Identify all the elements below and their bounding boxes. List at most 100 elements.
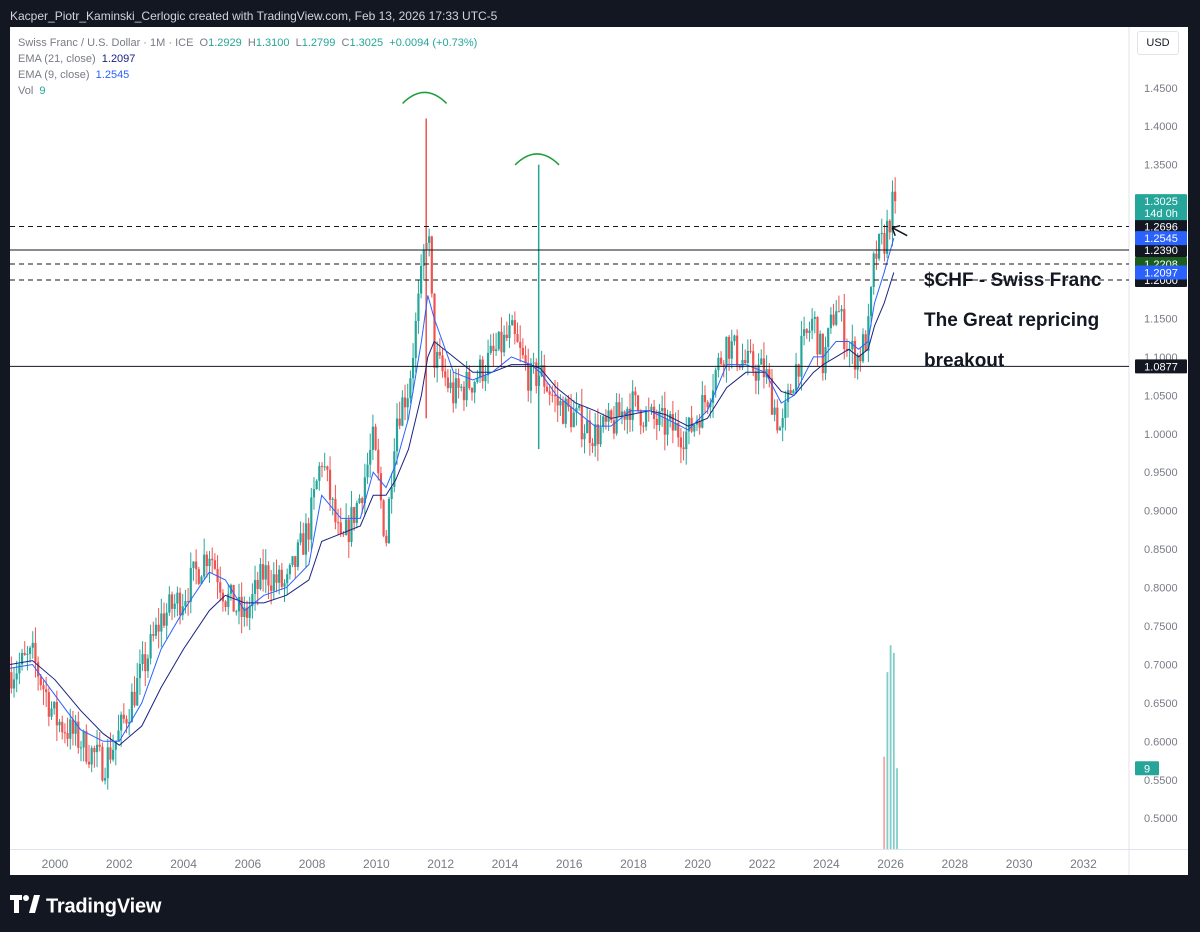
- candle-body: [762, 358, 766, 378]
- candle-body: [23, 652, 26, 655]
- candle-body: [519, 341, 522, 348]
- candle-body: [34, 642, 37, 663]
- candle-body: [449, 382, 452, 389]
- candle-body: [63, 732, 67, 734]
- candle-body: [398, 418, 401, 426]
- change-value: +0.0094 (+0.73%): [389, 37, 478, 49]
- candle-body: [95, 744, 99, 753]
- candle-body: [178, 592, 182, 616]
- vol-row[interactable]: Vol 9: [18, 83, 477, 99]
- candle-body: [339, 522, 342, 534]
- candle-body: [773, 407, 776, 415]
- candle-body: [674, 422, 677, 431]
- candle-body: [470, 388, 474, 393]
- ema21-row[interactable]: EMA (21, close) 1.2097: [18, 51, 477, 67]
- candle-body: [869, 287, 873, 317]
- candle-body: [615, 402, 618, 434]
- candle-body: [411, 358, 415, 379]
- candle-body: [436, 351, 439, 368]
- candle-body: [580, 405, 583, 440]
- top-arc-marker: [402, 91, 448, 104]
- candle-body: [160, 613, 163, 632]
- candle-body: [489, 345, 492, 353]
- candle-body: [618, 402, 621, 417]
- candle-body: [219, 582, 222, 593]
- candle-body: [859, 354, 862, 362]
- candle-body: [832, 314, 835, 325]
- candle-body: [460, 386, 463, 388]
- ema9-row[interactable]: EMA (9, close) 1.2545: [18, 67, 477, 83]
- candle-body: [79, 747, 83, 749]
- candle-body: [251, 594, 254, 607]
- candle-body: [417, 293, 420, 321]
- candle-body: [50, 708, 53, 717]
- bottom-brand-bar: TradingView: [0, 875, 1200, 932]
- top-caption-bar: Kacper_Piotr_Kaminski_Cerlogic created w…: [0, 0, 1200, 30]
- candle-body: [382, 500, 385, 536]
- candle-body: [612, 420, 616, 434]
- candle-body: [363, 477, 366, 504]
- candle-body: [811, 318, 814, 331]
- currency-button[interactable]: USD: [1137, 31, 1179, 55]
- tradingview-logo[interactable]: TradingView: [10, 895, 161, 919]
- candle-body: [687, 417, 691, 432]
- candle-body: [272, 574, 275, 591]
- candle-body: [433, 293, 436, 368]
- candle-body: [535, 362, 538, 386]
- candle-body: [165, 612, 168, 626]
- high-label: H: [247, 37, 256, 49]
- candle-body: [401, 397, 404, 426]
- y-tick-label: 0.6000: [1144, 736, 1178, 748]
- candle-body: [454, 378, 458, 404]
- x-tick-label: 2024: [813, 857, 840, 871]
- current-price-label-sub: 14d 0h: [1144, 208, 1178, 220]
- candle-body: [157, 624, 160, 632]
- candle-body: [69, 719, 72, 739]
- candle-body: [805, 329, 808, 333]
- symbol-name[interactable]: Swiss Franc / U.S. Dollar · 1M · ICE: [18, 37, 194, 49]
- level-price-label-bg: [1135, 359, 1187, 374]
- candle-body: [663, 408, 666, 435]
- candle-body: [361, 498, 364, 504]
- candle-body: [267, 565, 270, 586]
- candle-body: [559, 401, 562, 406]
- candle-body: [551, 394, 554, 396]
- candle-body: [259, 564, 262, 590]
- candle-body: [685, 431, 688, 450]
- chart-legend: Swiss Franc / U.S. Dollar · 1M · ICE O1.…: [18, 35, 477, 99]
- candle-body: [173, 603, 176, 609]
- candle-body: [355, 502, 358, 523]
- candle-body: [224, 601, 227, 607]
- candle-body: [320, 465, 324, 467]
- price-chart[interactable]: 0.5000 0.5500 0.6000 0.6500 0.7000 0.7500 0.80…: [10, 27, 1188, 875]
- candle-body: [109, 747, 112, 760]
- y-tick-label: 0.6500: [1144, 698, 1178, 710]
- candle-body: [428, 236, 431, 243]
- candle-body: [661, 408, 664, 411]
- candle-body: [203, 554, 206, 577]
- candle-body: [789, 390, 792, 394]
- candle-body: [886, 220, 889, 254]
- candle-body: [430, 236, 433, 294]
- candle-body: [888, 220, 891, 233]
- candle-body: [28, 647, 32, 654]
- candle-body: [725, 336, 728, 367]
- candle-body: [650, 406, 653, 411]
- candle-body: [240, 596, 243, 617]
- candle-body: [235, 611, 238, 613]
- current-price-label: 1.3025: [1144, 196, 1178, 208]
- y-tick-label: 1.4500: [1144, 83, 1178, 95]
- chart-area[interactable]: 0.5000 0.5500 0.6000 0.6500 0.7000 0.7500 0.80…: [10, 27, 1188, 875]
- candle-body: [484, 375, 487, 382]
- candle-body: [837, 311, 841, 313]
- level-price-label-bg: [1135, 219, 1187, 234]
- candle-body: [481, 359, 484, 382]
- low-label: L: [295, 37, 302, 49]
- candle-body: [422, 249, 425, 266]
- x-tick-label: 2032: [1070, 857, 1097, 871]
- y-tick-label: 1.0000: [1144, 429, 1178, 441]
- candle-body: [181, 606, 184, 616]
- candle-body: [473, 382, 476, 393]
- candle-body: [524, 355, 527, 364]
- candle-body: [717, 357, 720, 371]
